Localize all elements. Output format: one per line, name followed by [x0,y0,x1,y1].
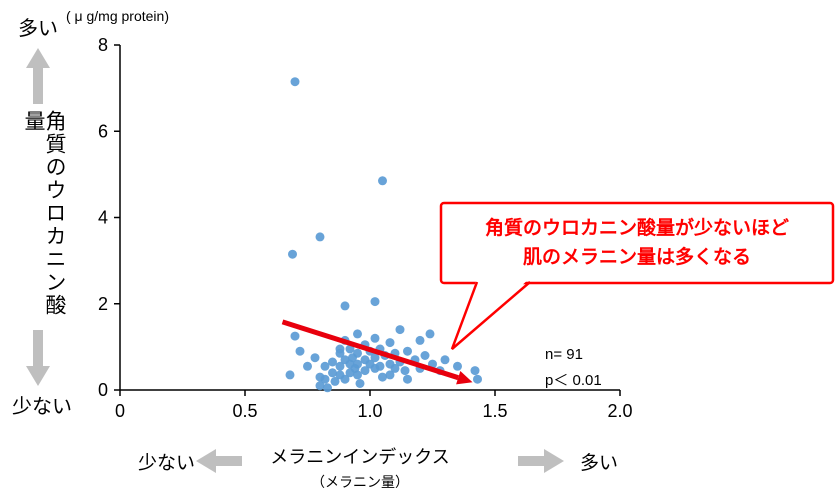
callout-line-2: 肌のメラニン量は多くなる [522,247,751,268]
x-axis-more-label: 多い [580,453,619,474]
callout-line-1: 角質のウロカニン酸量が少ないほど [484,217,789,239]
data-point [390,363,400,373]
data-point [353,329,362,339]
data-point [403,374,412,384]
arrow-right-icon [518,449,564,473]
stats-annotation: n= 91 p＜ 0.01 [545,342,602,393]
x-tick-label: 1.5 [482,401,507,421]
data-point [330,376,340,386]
data-point [353,359,362,369]
data-point [425,329,435,339]
data-point [340,301,350,311]
data-point [370,333,380,343]
data-point [328,357,337,367]
sample-size-label: n= 91 [545,346,583,363]
data-point [310,353,320,363]
data-point [288,249,297,259]
data-point [340,374,350,384]
y-tick-label: 4 [98,208,108,228]
data-point [415,335,425,345]
data-point [303,361,312,371]
data-point [440,355,450,365]
data-point [290,331,300,341]
data-point [378,372,387,382]
data-point [453,361,462,371]
y-tick-label: 2 [98,294,108,314]
data-point [345,368,355,378]
data-point [420,351,430,360]
arrow-up-icon [26,48,50,104]
data-point [295,346,305,356]
data-point [320,361,330,371]
y-tick-label: 8 [98,35,108,55]
x-axis-title-block: メラニンインデックス （メラニン量） [258,443,462,492]
y-axis-unit-label: ( μ g/mg protein) [66,8,169,24]
scatter-points [285,77,482,393]
y-tick-label: 6 [98,121,108,141]
data-point [395,325,405,335]
data-point [470,366,480,376]
data-point [320,374,330,384]
callout-text: 角質のウロカニン酸量が少ないほど 肌のメラニン量は多くなる [441,203,833,283]
data-point [370,363,380,373]
arrow-down-icon [26,330,50,386]
callout-balloon [439,201,835,350]
data-point [328,368,337,378]
x-tick-label: 0 [115,401,125,421]
data-point [355,379,365,388]
data-point [323,383,332,393]
data-point [400,366,410,376]
data-point [335,348,345,358]
data-point [345,344,355,354]
data-point [290,77,300,87]
data-point [360,366,370,376]
data-point [353,370,362,380]
y-axis-title: 角質のウロカニン酸量 [22,110,66,317]
data-point [385,370,395,380]
trend-line [281,319,459,381]
arrow-left-icon [196,449,242,473]
x-axis-title: メラニンインデックス [270,447,450,467]
trend-arrow [281,319,473,385]
x-axis-subtitle: （メラニン量） [311,474,409,490]
callout-tail-border [450,281,531,350]
p-value-label: p＜ 0.01 [545,371,602,389]
axis-ticks: 0 0.5 1.0 1.5 2.0 0 2 4 6 8 [98,35,633,421]
data-point [403,346,412,356]
x-tick-label: 1.0 [357,401,382,421]
x-tick-label: 2.0 [607,401,632,421]
callout-box [439,201,835,285]
data-point [335,361,345,371]
y-axis-less-label: 少ない [12,396,72,418]
x-tick-label: 0.5 [232,401,257,421]
trend-arrowhead [456,371,473,385]
data-point [370,353,380,363]
x-axis-less-label: 少ない [138,453,196,474]
data-point [385,338,395,348]
y-tick-label: 0 [98,380,108,400]
data-point [473,374,482,384]
data-point [378,176,387,186]
data-point [315,232,325,242]
y-axis-more-label: 多い [18,18,58,40]
data-point [315,381,325,391]
data-point [285,370,295,380]
data-point [370,297,380,307]
